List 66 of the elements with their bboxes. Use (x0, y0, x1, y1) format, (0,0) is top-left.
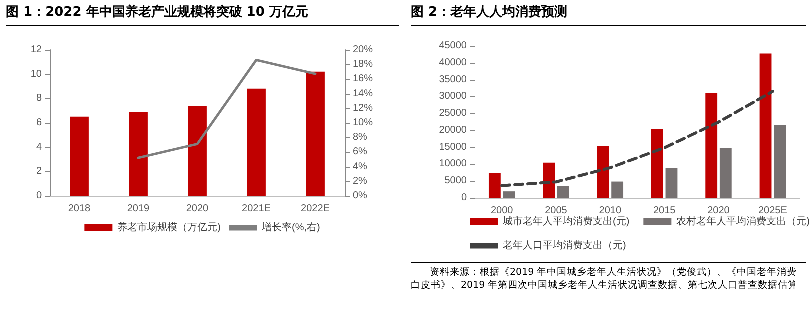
text: 资料来源：根据《2019 年中国城乡老年人生活状况》（党俊武）、《中国老年消费白皮书》、2019 年第四次中国城乡老年人生活状况调查数据、第七次人口普查数据估算 (411, 262, 806, 292)
line-series (137, 58, 317, 160)
y-tick-label: 12 (30, 44, 42, 56)
bar (70, 116, 89, 196)
x-tick-label: 2020 (186, 204, 210, 214)
legend-label: 城市老年人平均消费支出(元) (502, 216, 630, 228)
x-tick-label: 2005 (545, 206, 568, 216)
y-tick-label: 10000 (439, 158, 468, 170)
y2-tick-label: 10% (353, 118, 374, 128)
bar (557, 186, 570, 198)
x-tick-label: 2018 (68, 204, 92, 214)
y2-tick-label: 14% (353, 88, 374, 100)
y-tick-label: 35000 (439, 74, 468, 86)
y2-tick-label: 0% (353, 190, 368, 202)
y2-tick-label: 18% (353, 59, 374, 70)
x-tick-label: 2015 (653, 206, 676, 216)
y-tick-label: 30000 (439, 91, 468, 102)
legend-label: 增长率(%,右) (261, 222, 320, 234)
y-tick-label: 10 (30, 68, 42, 80)
y2-tick-label: 16% (353, 74, 374, 85)
y-tick-label: 25000 (439, 108, 468, 120)
x-tick-label: 2022E (301, 204, 330, 214)
y-tick-label: 8 (36, 93, 42, 104)
bar (188, 106, 207, 196)
bar (612, 182, 624, 198)
x-tick-label: 2021E (242, 204, 272, 214)
bar (129, 112, 148, 196)
x-tick-label: 2019 (127, 204, 150, 214)
y-tick-label: 45000 (439, 40, 468, 52)
y-tick-label: 0 (461, 192, 468, 204)
line-series (500, 90, 774, 188)
y2-tick-label: 6% (353, 146, 368, 158)
bar (760, 54, 772, 198)
bar (774, 125, 786, 198)
y2-tick-label: 12% (353, 102, 374, 114)
bar (503, 192, 516, 198)
bar (306, 72, 325, 196)
chart-title: 图 1：2022 年中国养老产业规模将突破 10 万亿元 (6, 3, 399, 26)
bar (543, 162, 556, 198)
legend-label: 农村老年人平均消费支出（元) (676, 216, 810, 228)
bar (247, 88, 266, 196)
x-tick-label: 2020 (708, 206, 730, 216)
legend-label: 养老市场规模（万亿元) (118, 222, 222, 234)
bar (651, 129, 664, 198)
bar (706, 93, 718, 198)
y2-tick-label: 8% (353, 132, 368, 144)
y2-tick-label: 2% (353, 176, 368, 187)
bar (597, 146, 610, 198)
x-tick-label: 2000 (490, 206, 514, 216)
y-tick-label: 5000 (444, 176, 468, 187)
y2-tick-label: 20% (353, 44, 374, 56)
y-tick-label: 15000 (439, 142, 468, 153)
y-tick-label: 2 (36, 166, 42, 178)
x-tick-label: 2010 (599, 206, 622, 216)
legend-label: 老年人口平均消费支出（元) (503, 240, 626, 252)
y-tick-label: 6 (36, 118, 42, 128)
y-tick-label: 4 (36, 142, 42, 153)
y-tick-label: 40000 (439, 57, 468, 68)
bar (720, 148, 732, 198)
x-tick-label: 2025E (758, 206, 788, 216)
y-tick-label: 0 (36, 190, 42, 202)
y2-tick-label: 4% (353, 161, 368, 172)
bar (666, 168, 678, 198)
y-tick-label: 20000 (439, 124, 468, 136)
bar (488, 173, 501, 198)
chart-title: 图 2：老年人人均消费预测 (411, 3, 806, 26)
